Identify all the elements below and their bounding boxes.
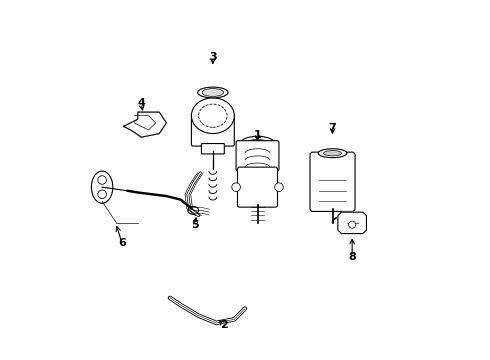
FancyBboxPatch shape [192, 114, 234, 146]
FancyBboxPatch shape [236, 141, 279, 171]
Polygon shape [338, 212, 367, 234]
Text: 5: 5 [191, 220, 199, 230]
Ellipse shape [92, 171, 113, 203]
Text: 7: 7 [329, 123, 337, 133]
Text: 8: 8 [348, 252, 356, 262]
FancyBboxPatch shape [238, 167, 277, 207]
Text: 4: 4 [138, 98, 146, 108]
Text: 1: 1 [254, 130, 261, 140]
Ellipse shape [240, 136, 275, 152]
Text: 6: 6 [118, 238, 126, 248]
Circle shape [348, 221, 356, 228]
Text: 3: 3 [209, 52, 217, 62]
Ellipse shape [323, 150, 342, 156]
Text: 2: 2 [220, 320, 227, 330]
FancyBboxPatch shape [310, 152, 355, 211]
Ellipse shape [202, 89, 223, 96]
Circle shape [275, 183, 283, 192]
Ellipse shape [246, 139, 269, 149]
Polygon shape [123, 112, 167, 137]
Circle shape [98, 190, 106, 199]
Ellipse shape [197, 87, 228, 98]
Ellipse shape [198, 104, 227, 127]
Ellipse shape [188, 206, 198, 214]
Ellipse shape [192, 98, 234, 134]
Circle shape [232, 183, 241, 192]
Ellipse shape [318, 149, 347, 158]
FancyBboxPatch shape [201, 144, 224, 154]
Circle shape [98, 176, 106, 184]
